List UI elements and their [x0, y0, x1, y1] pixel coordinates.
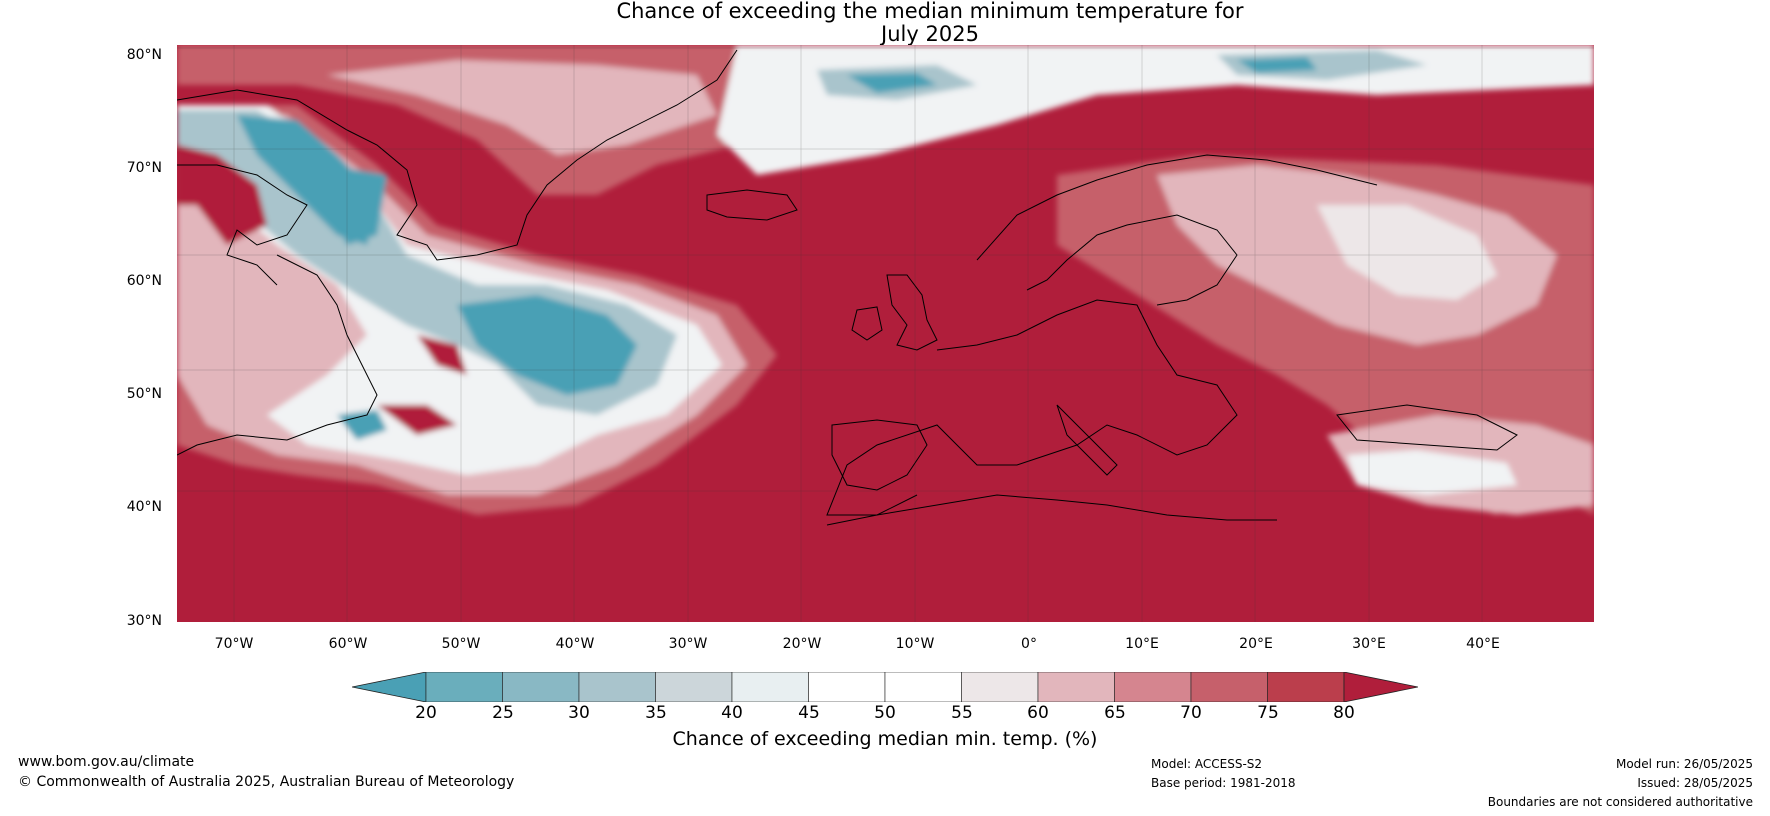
colorbar-tick-65: 65 — [1104, 703, 1126, 723]
ireland-coast — [851, 306, 883, 341]
zone-greenland-light — [327, 60, 717, 155]
europe-coast — [826, 299, 1238, 516]
footer-model-run: Model run: 26/05/2025 — [1615, 757, 1753, 771]
lon-label-40w: 40°W — [555, 636, 595, 652]
lat-label-50n: 50°N — [126, 386, 162, 402]
colorbar-tick-45: 45 — [798, 703, 820, 723]
colorbar-tick-75: 75 — [1257, 703, 1279, 723]
zone-gulf-red — [377, 405, 457, 435]
colorbar-tick-20: 20 — [415, 703, 437, 723]
zone-svalbard-core — [1237, 57, 1317, 73]
colorbar-arrow-low — [352, 672, 427, 702]
zone-svalbard-blue — [1217, 50, 1427, 80]
lon-label-30w: 30°W — [668, 636, 708, 652]
colorbar-cell-30-35 — [578, 672, 656, 702]
zone-atlantic-blue-3 — [327, 165, 387, 245]
footer-base-period: Base period: 1981-2018 — [1151, 776, 1296, 790]
lon-label-60w: 60°W — [328, 636, 368, 652]
lat-label-70n: 70°N — [126, 160, 162, 176]
norway-coast — [976, 154, 1378, 261]
africa-coast — [826, 494, 1277, 526]
iberia-coast — [831, 419, 928, 491]
colorbar-cell-50-55 — [884, 672, 962, 702]
uk-coast — [886, 274, 938, 351]
italy-coast — [1056, 404, 1118, 476]
colorbar-tick-30: 30 — [568, 703, 590, 723]
lat-label-40n: 40°N — [126, 499, 162, 515]
colorbar-tick-25: 25 — [492, 703, 514, 723]
greenland-coast — [177, 49, 738, 261]
colorbar-cell-65-70 — [1114, 672, 1192, 702]
probability-map — [177, 45, 1594, 622]
zone-newfoundland-blue — [337, 410, 387, 440]
colorbar-tick-40: 40 — [721, 703, 743, 723]
colorbar-cell-20-25 — [425, 672, 503, 702]
lon-label-10e: 10°E — [1125, 636, 1159, 652]
footer-disclaimer: Boundaries are not considered authoritat… — [1487, 795, 1753, 809]
zone-baltic-light — [1317, 205, 1497, 300]
lon-label-40e: 40°E — [1466, 636, 1500, 652]
colorbar-tick-80: 80 — [1333, 703, 1355, 723]
colorbar-tick-60: 60 — [1027, 703, 1049, 723]
colorbar-tick-50: 50 — [874, 703, 896, 723]
lon-label-50w: 50°W — [441, 636, 481, 652]
colorbar-cell-75-80 — [1267, 672, 1345, 702]
colorbar-cell-55-60 — [961, 672, 1039, 702]
zone-blacksea-white — [1347, 450, 1517, 495]
colorbar-cell-25-30 — [502, 672, 580, 702]
title-line-2: July 2025 — [881, 22, 979, 46]
lon-label-20w: 20°W — [782, 636, 822, 652]
footer-website: www.bom.gov.au/climate — [18, 754, 195, 770]
map-title: Chance of exceeding the median minimum t… — [0, 0, 1770, 46]
zone-labrador-red — [417, 335, 467, 375]
coastlines — [177, 49, 1518, 526]
footer-model: Model: ACCESS-S2 — [1151, 757, 1263, 771]
zone-arctic-blue — [847, 73, 937, 93]
colorbar — [352, 672, 1418, 702]
lat-label-60n: 60°N — [126, 273, 162, 289]
sweden-coast — [1026, 214, 1238, 306]
blacksea-coast — [1336, 404, 1518, 451]
colorbar-tick-55: 55 — [951, 703, 973, 723]
title-line-1: Chance of exceeding the median minimum t… — [616, 0, 1244, 23]
lon-label-20e: 20°E — [1239, 636, 1273, 652]
colorbar-cell-35-40 — [655, 672, 733, 702]
colorbar-cell-60-65 — [1037, 672, 1115, 702]
lon-label-30e: 30°E — [1352, 636, 1386, 652]
zone-atlantic-blue-2 — [457, 295, 637, 395]
colorbar-cell-40-45 — [731, 672, 809, 702]
lon-label-10w: 10°W — [895, 636, 935, 652]
footer-copyright: © Commonwealth of Australia 2025, Austra… — [18, 774, 515, 790]
map-svg — [177, 45, 1594, 622]
labrador-coast — [177, 254, 378, 456]
lat-label-80n: 80°N — [126, 47, 162, 63]
colorbar-cell-70-75 — [1190, 672, 1268, 702]
colorbar-tick-35: 35 — [645, 703, 667, 723]
colorbar-title: Chance of exceeding median min. temp. (%… — [672, 728, 1098, 750]
colorbar-arrow-high — [1343, 672, 1418, 702]
lon-label-0: 0° — [1021, 636, 1037, 652]
colorbar-tick-70: 70 — [1180, 703, 1202, 723]
zone-canada-red — [177, 145, 267, 245]
colorbar-cell-45-50 — [808, 672, 886, 702]
lon-label-70w: 70°W — [214, 636, 254, 652]
footer-issued: Issued: 28/05/2025 — [1637, 776, 1753, 790]
iceland-coast — [706, 189, 798, 221]
baffin-coast — [177, 164, 308, 286]
graticule — [177, 45, 1594, 622]
lat-label-30n: 30°N — [126, 613, 162, 629]
